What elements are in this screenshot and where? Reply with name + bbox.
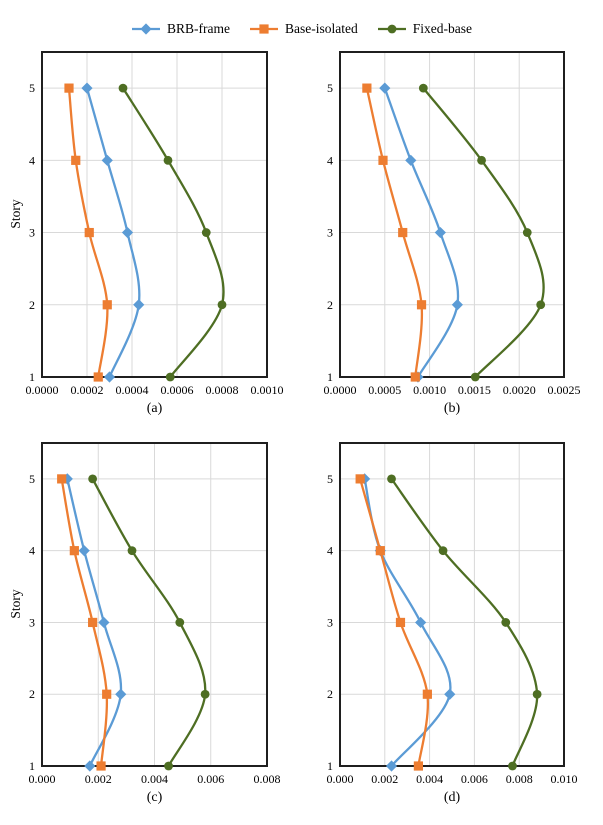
circle-marker-icon <box>377 24 406 34</box>
chart-plot-a: 1 2 3 4 5 0.0000 0.0002 0.0004 0.0006 0.0008 0.001… <box>26 51 284 397</box>
svg-text:5: 5 <box>327 81 333 95</box>
svg-text:4: 4 <box>29 153 35 167</box>
svg-text:0.0000: 0.0000 <box>26 383 59 397</box>
svg-text:3: 3 <box>327 226 333 240</box>
legend-label-brb-frame: BRB-frame <box>167 21 231 36</box>
svg-text:0.0010: 0.0010 <box>413 383 446 397</box>
chart-c: 1 2 3 4 5 0.000 0.002 0.004 0.006 0.008 (c) <box>0 434 300 824</box>
svg-text:1: 1 <box>29 370 35 384</box>
svg-text:0.004: 0.004 <box>416 772 443 786</box>
svg-text:0.002: 0.002 <box>85 772 112 786</box>
svg-text:1: 1 <box>327 370 333 384</box>
chart-caption-d: (d) <box>443 790 461 805</box>
chart-caption-a: (a) <box>146 401 163 416</box>
svg-text:0.0005: 0.0005 <box>368 383 401 397</box>
svg-text:4: 4 <box>29 544 35 558</box>
svg-text:0.0000: 0.0000 <box>324 383 357 397</box>
svg-text:1: 1 <box>327 759 333 773</box>
svg-text:0.0004: 0.0004 <box>116 383 149 397</box>
svg-text:0.006: 0.006 <box>461 772 488 786</box>
svg-text:0.004: 0.004 <box>141 772 168 786</box>
svg-text:2: 2 <box>29 298 35 312</box>
legend: BRB-frame Base-isolated Fixed-base <box>0 22 603 36</box>
svg-text:0.0008: 0.0008 <box>206 383 239 397</box>
svg-text:0.0015: 0.0015 <box>458 383 491 397</box>
svg-text:0.000: 0.000 <box>327 772 354 786</box>
svg-text:0.006: 0.006 <box>197 772 224 786</box>
svg-text:1: 1 <box>29 759 35 773</box>
svg-text:0.002: 0.002 <box>371 772 398 786</box>
svg-text:0.000: 0.000 <box>29 772 56 786</box>
svg-text:5: 5 <box>29 81 35 95</box>
chart-plot-b: 1 2 3 4 5 0.0000 0.0005 0.0010 0.0015 0.0020 0.002… <box>324 51 581 397</box>
chart-d: 1 2 3 4 5 0.000 0.002 0.004 0.006 0.008 0.010 (d) <box>303 434 603 824</box>
svg-text:4: 4 <box>327 544 333 558</box>
chart-plot-c: 1 2 3 4 5 0.000 0.002 0.004 0.006 0.008 <box>29 442 281 786</box>
square-marker-icon <box>250 24 279 34</box>
svg-text:5: 5 <box>29 472 35 486</box>
chart-caption-c: (c) <box>146 790 163 805</box>
svg-text:0.0006: 0.0006 <box>161 383 194 397</box>
svg-text:2: 2 <box>29 687 35 701</box>
legend-label-base-isolated: Base-isolated <box>285 21 358 36</box>
svg-text:2: 2 <box>327 298 333 312</box>
legend-label-fixed-base: Fixed-base <box>412 21 472 36</box>
chart-caption-b: (b) <box>443 401 461 416</box>
svg-text:3: 3 <box>327 615 333 629</box>
svg-text:0.0025: 0.0025 <box>548 383 581 397</box>
chart-plot-d: 1 2 3 4 5 0.000 0.002 0.004 0.006 0.008 0.010 <box>327 442 578 786</box>
svg-text:3: 3 <box>29 226 35 240</box>
legend-item-base-isolated: Base-isolated <box>249 22 358 36</box>
svg-text:3: 3 <box>29 615 35 629</box>
legend-item-brb-frame: BRB-frame <box>131 22 230 36</box>
chart-a: 1 2 3 4 5 0.0000 0.0002 0.0004 0.0006 0.0008 0.001… <box>0 42 300 432</box>
svg-text:2: 2 <box>327 687 333 701</box>
svg-text:4: 4 <box>327 153 333 167</box>
svg-text:0.010: 0.010 <box>551 772 578 786</box>
legend-item-fixed-base: Fixed-base <box>377 22 472 36</box>
svg-text:0.008: 0.008 <box>254 772 281 786</box>
diamond-marker-icon <box>132 23 161 35</box>
svg-text:0.0010: 0.0010 <box>251 383 284 397</box>
svg-text:0.008: 0.008 <box>506 772 533 786</box>
svg-text:0.0002: 0.0002 <box>71 383 104 397</box>
svg-text:5: 5 <box>327 472 333 486</box>
svg-text:0.0020: 0.0020 <box>503 383 536 397</box>
chart-b: 1 2 3 4 5 0.0000 0.0005 0.0010 0.0015 0.0020 0.002… <box>303 42 603 432</box>
